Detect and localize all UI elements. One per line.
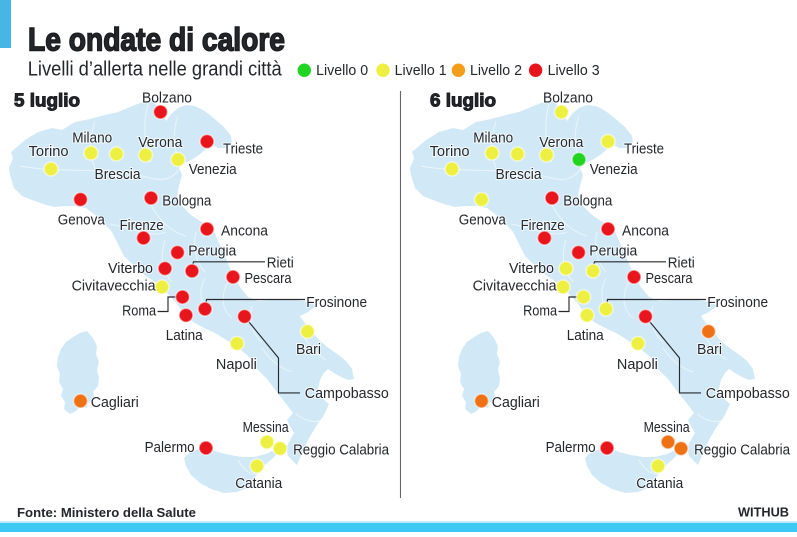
svg-text:Firenze: Firenze [120,217,164,234]
svg-text:Trieste: Trieste [223,141,263,158]
svg-text:Verona: Verona [539,134,584,151]
svg-text:Campobasso: Campobasso [706,385,790,402]
svg-text:Torino: Torino [29,143,69,160]
svg-text:Milano: Milano [473,130,513,147]
svg-text:Viterbo: Viterbo [509,260,554,277]
svg-text:Latina: Latina [166,327,204,344]
svg-text:Rieti: Rieti [668,255,695,272]
svg-text:Livello 0: Livello 0 [316,63,368,79]
svg-text:Reggio Calabria: Reggio Calabria [293,442,390,459]
svg-text:Pescara: Pescara [245,270,293,287]
svg-text:Le ondate di calore: Le ondate di calore [28,22,285,58]
svg-text:Palermo: Palermo [546,439,596,456]
svg-text:Cagliari: Cagliari [492,394,540,411]
svg-text:Milano: Milano [72,130,112,147]
svg-text:Frosinone: Frosinone [707,294,768,311]
svg-text:Perugia: Perugia [589,243,638,260]
svg-text:Verona: Verona [138,134,183,151]
svg-text:Livello 3: Livello 3 [548,63,600,79]
svg-text:Bolzano: Bolzano [543,89,593,106]
svg-text:Genova: Genova [58,211,106,228]
svg-text:Pescara: Pescara [646,270,694,287]
svg-text:Bologna: Bologna [162,192,212,209]
svg-text:Civitavecchia: Civitavecchia [473,278,558,295]
svg-text:Messina: Messina [644,419,691,436]
svg-text:Ancona: Ancona [221,222,269,239]
svg-text:Campobasso: Campobasso [305,385,389,402]
svg-text:Livello 2: Livello 2 [470,63,522,79]
svg-text:Firenze: Firenze [521,217,565,234]
svg-text:Civitavecchia: Civitavecchia [72,278,157,295]
svg-text:Cagliari: Cagliari [91,394,139,411]
svg-text:Bari: Bari [697,341,722,358]
svg-text:Torino: Torino [430,143,470,160]
svg-text:Viterbo: Viterbo [108,260,153,277]
svg-text:Venezia: Venezia [189,161,238,178]
svg-text:Livelli d’allerta nelle grandi: Livelli d’allerta nelle grandi città [28,59,283,81]
svg-text:Bolzano: Bolzano [142,89,192,106]
svg-text:Brescia: Brescia [95,166,142,183]
svg-text:Frosinone: Frosinone [306,294,367,311]
svg-text:Bari: Bari [296,341,321,358]
svg-text:Perugia: Perugia [188,243,237,260]
svg-text:Reggio Calabria: Reggio Calabria [694,442,791,459]
svg-text:6 luglio: 6 luglio [430,90,496,110]
svg-text:Livello 1: Livello 1 [395,63,447,79]
svg-text:Roma: Roma [523,303,558,320]
svg-text:Genova: Genova [459,211,507,228]
svg-text:Trieste: Trieste [624,141,664,158]
svg-text:Napoli: Napoli [617,356,658,373]
svg-text:Venezia: Venezia [590,161,639,178]
svg-text:Roma: Roma [122,303,157,320]
svg-text:Brescia: Brescia [496,166,543,183]
svg-text:Messina: Messina [243,419,290,436]
svg-text:Palermo: Palermo [145,439,195,456]
svg-text:WITHUB: WITHUB [738,506,789,520]
svg-text:Catania: Catania [636,475,684,492]
svg-text:Ancona: Ancona [622,222,670,239]
svg-text:Bologna: Bologna [563,192,613,209]
svg-text:Latina: Latina [567,327,605,344]
svg-text:Catania: Catania [235,475,283,492]
svg-text:Rieti: Rieti [267,255,294,272]
svg-text:5 luglio: 5 luglio [14,90,80,110]
svg-text:Napoli: Napoli [216,356,257,373]
svg-text:Fonte: Ministero della Salute: Fonte: Ministero della Salute [17,506,196,520]
